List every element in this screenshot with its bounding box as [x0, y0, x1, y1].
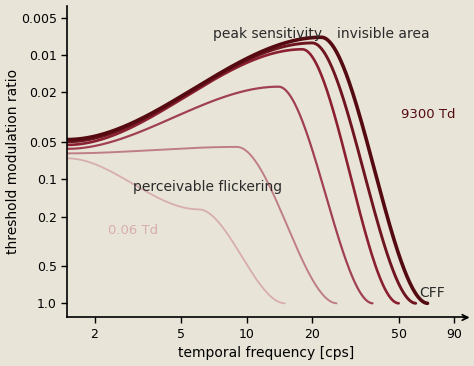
Text: perceivable flickering: perceivable flickering	[133, 180, 282, 194]
X-axis label: temporal frequency [cps]: temporal frequency [cps]	[178, 347, 354, 361]
Text: 9300 Td: 9300 Td	[401, 108, 456, 121]
Text: 0.06 Td: 0.06 Td	[108, 224, 158, 237]
Text: invisible area: invisible area	[337, 27, 430, 41]
Text: CFF: CFF	[419, 285, 445, 300]
Y-axis label: threshold modulation ratio: threshold modulation ratio	[6, 69, 19, 254]
Text: peak sensitivity: peak sensitivity	[213, 27, 322, 41]
